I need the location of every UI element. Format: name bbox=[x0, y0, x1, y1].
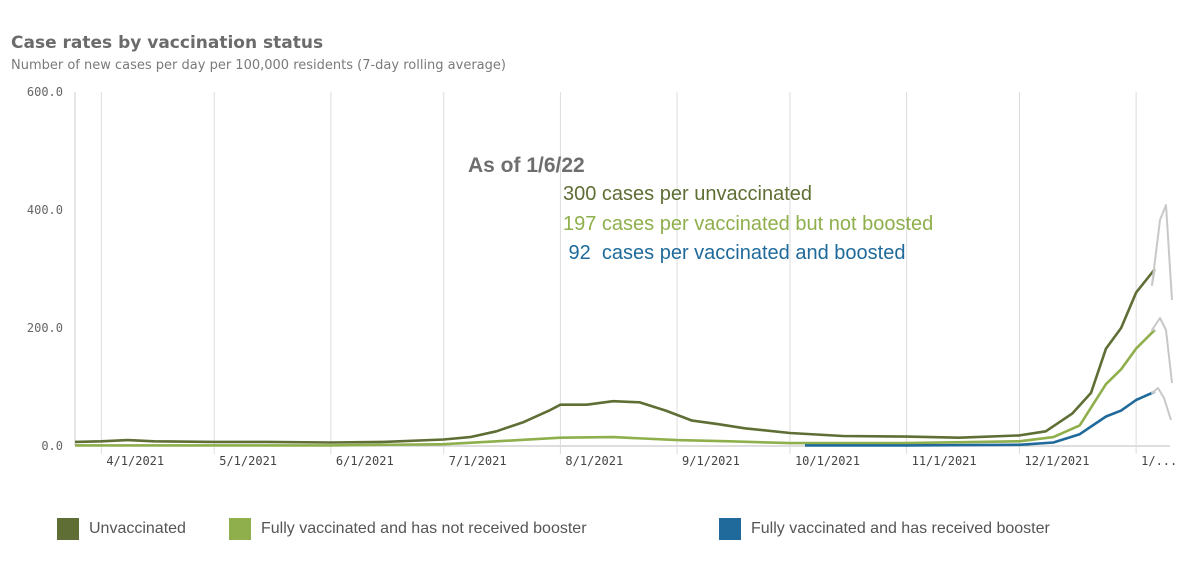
x-tick-label: 12/1/2021 bbox=[1024, 454, 1089, 468]
chart-subtitle: Number of new cases per day per 100,000 … bbox=[11, 58, 506, 73]
annotation-unvaccinated: 300 cases per unvaccinated bbox=[563, 183, 812, 205]
projection-line-unvaccinated bbox=[1151, 204, 1173, 301]
series-line-boosted bbox=[805, 390, 1156, 447]
x-tick-label: 10/1/2021 bbox=[795, 454, 860, 468]
legend-label-unvaccinated: Unvaccinated bbox=[89, 520, 186, 537]
y-tick-label: 200.0 bbox=[27, 321, 63, 335]
annotation-not-boosted: 197 cases per vaccinated but not boosted bbox=[563, 213, 933, 235]
legend-item-not-boosted[interactable]: Fully vaccinated and has not received bo… bbox=[229, 518, 587, 540]
legend-swatch-not-boosted bbox=[229, 518, 251, 540]
projection-line-boosted bbox=[1151, 387, 1172, 421]
series-lines bbox=[74, 204, 1173, 447]
legend-item-boosted[interactable]: Fully vaccinated and has received booste… bbox=[719, 518, 1050, 540]
legend-label-not-boosted: Fully vaccinated and has not received bo… bbox=[261, 520, 587, 537]
y-axis-ticks: 0.0 200.0 400.0 600.0 bbox=[27, 85, 63, 453]
x-tick-label: 8/1/2021 bbox=[565, 454, 623, 468]
x-tick-label: 4/1/2021 bbox=[106, 454, 164, 468]
x-tick-label: 1/... bbox=[1141, 454, 1177, 468]
y-tick-label: 400.0 bbox=[27, 203, 63, 217]
annotation-boosted: 92 cases per vaccinated and boosted bbox=[563, 242, 905, 264]
legend-label-boosted: Fully vaccinated and has received booste… bbox=[751, 520, 1050, 537]
x-tick-label: 11/1/2021 bbox=[912, 454, 977, 468]
series-line-unvaccinated bbox=[74, 268, 1156, 444]
annotation-heading: As of 1/6/22 bbox=[468, 154, 585, 177]
series-line-not-boosted bbox=[75, 328, 1156, 447]
x-axis-ticks: 4/1/2021 5/1/2021 6/1/2021 7/1/2021 8/1/2021… bbox=[106, 454, 1177, 468]
legend: Unvaccinated Fully vaccinated and has no… bbox=[0, 518, 1200, 542]
line-chart: 0.0 200.0 400.0 600.0 4/1/2021 5/1/2021 6/1/2… bbox=[27, 85, 1177, 468]
legend-swatch-unvaccinated bbox=[57, 518, 79, 540]
grid-lines bbox=[74, 92, 1170, 454]
legend-item-unvaccinated[interactable]: Unvaccinated bbox=[57, 518, 186, 540]
projection-line-not-boosted bbox=[1151, 317, 1173, 384]
y-tick-label: 600.0 bbox=[27, 85, 63, 99]
x-tick-label: 6/1/2021 bbox=[336, 454, 394, 468]
legend-swatch-boosted bbox=[719, 518, 741, 540]
chart-title: Case rates by vaccination status bbox=[11, 33, 324, 53]
annotation-block: As of 1/6/22 300 cases per unvaccinated … bbox=[468, 154, 933, 264]
y-tick-label: 0.0 bbox=[41, 439, 63, 453]
x-tick-label: 5/1/2021 bbox=[219, 454, 277, 468]
x-tick-label: 9/1/2021 bbox=[682, 454, 740, 468]
x-tick-label: 7/1/2021 bbox=[449, 454, 507, 468]
